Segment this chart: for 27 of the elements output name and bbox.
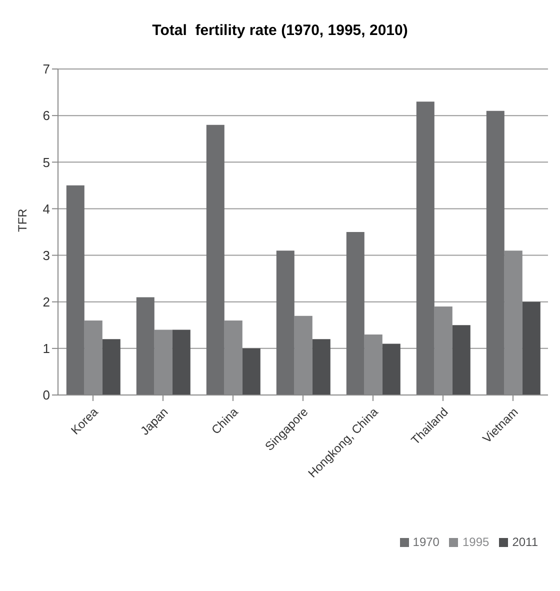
legend-label: 2011 <box>512 535 538 549</box>
legend-label: 1970 <box>412 535 440 549</box>
y-tick-label: 7 <box>42 62 50 77</box>
y-axis-title: TFR <box>15 208 30 232</box>
y-tick-label: 0 <box>42 388 50 403</box>
y-tick-label: 5 <box>42 154 50 170</box>
bar <box>102 339 120 395</box>
bar <box>242 348 260 395</box>
y-tick-label: 2 <box>42 294 50 310</box>
bar <box>486 110 504 395</box>
y-tick-label: 4 <box>42 201 50 216</box>
bar <box>346 232 364 395</box>
bar <box>522 302 540 395</box>
y-tick-label: 1 <box>42 341 50 356</box>
legend-label: 1995 <box>462 535 490 549</box>
bar <box>382 344 400 395</box>
bar <box>452 325 470 395</box>
bar <box>66 185 84 395</box>
bar <box>276 250 294 395</box>
bar <box>172 330 190 395</box>
y-tick-label: 3 <box>42 248 50 263</box>
bar <box>136 297 154 395</box>
bar <box>312 339 330 395</box>
y-tick-label: 6 <box>42 108 50 124</box>
bar <box>416 102 434 395</box>
chart-title: Total fertility rate (1970, 1995, 2010) <box>151 22 409 39</box>
bar <box>206 124 224 395</box>
